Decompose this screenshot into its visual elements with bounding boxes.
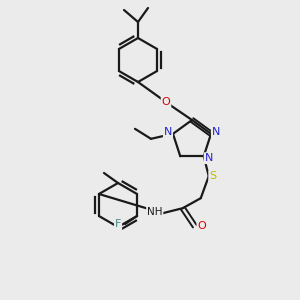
Text: N: N	[212, 127, 220, 137]
Text: N: N	[164, 127, 172, 137]
Text: NH: NH	[147, 207, 163, 217]
Text: O: O	[197, 221, 206, 231]
Text: O: O	[162, 97, 170, 107]
Text: N: N	[205, 153, 213, 163]
Text: S: S	[209, 171, 216, 181]
Text: F: F	[115, 219, 121, 229]
